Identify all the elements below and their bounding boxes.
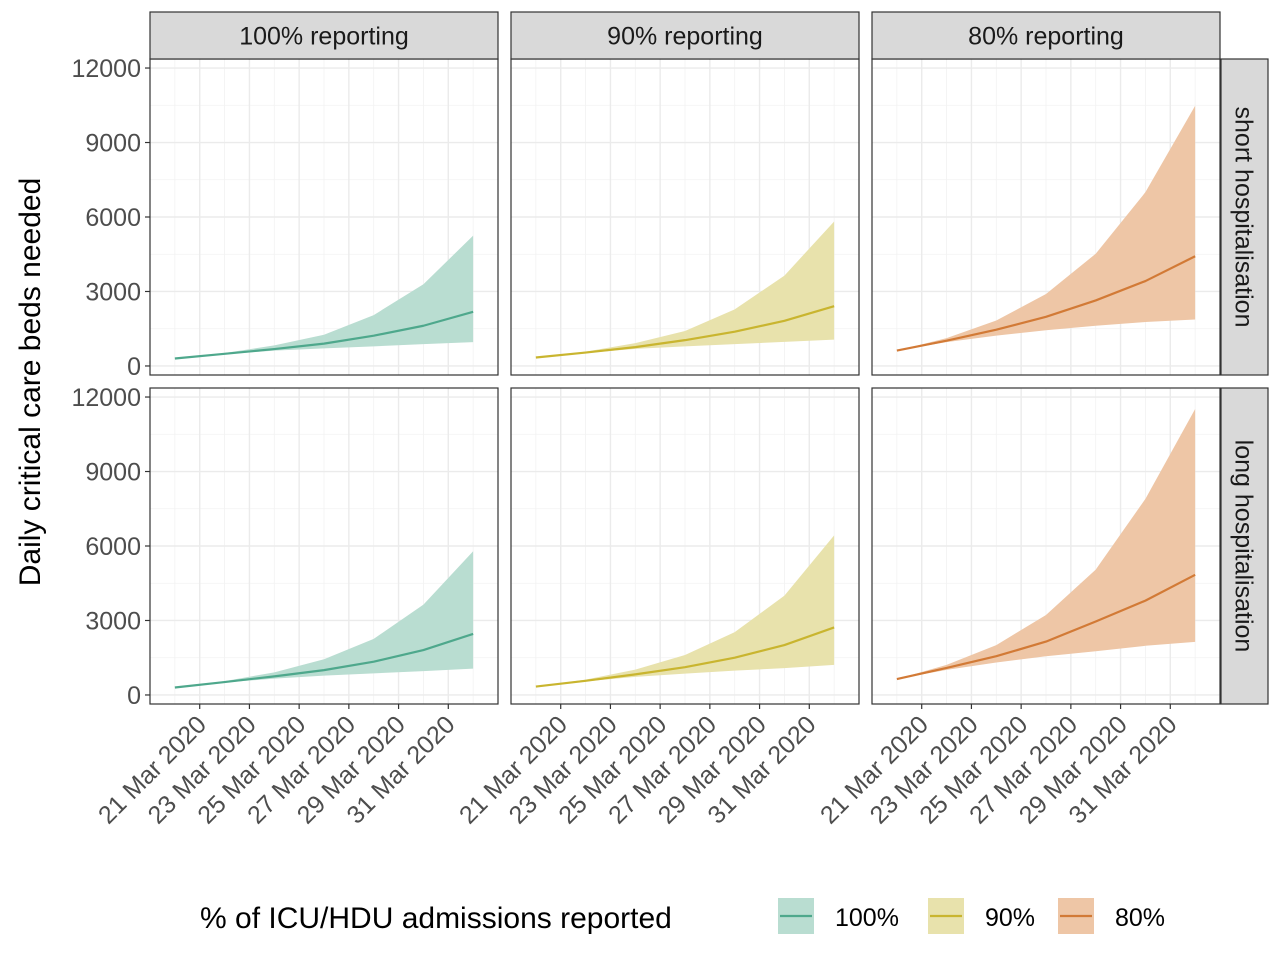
- y-tick-label: 6000: [85, 533, 141, 561]
- panel-long-hospitalisation-80pct-reporting: [871, 387, 1221, 705]
- ribbon-100pct: [174, 551, 474, 688]
- median-line-100pct: [174, 310, 474, 360]
- y-tick-label: 9000: [85, 459, 141, 487]
- panels-layer: [149, 58, 1221, 705]
- y-axis-short-hospitalisation: 0 3000 6000 9000 12000: [71, 55, 150, 381]
- legend-title: % of ICU/HDU admissions reported: [200, 902, 672, 935]
- ribbon-90pct: [535, 535, 835, 687]
- y-tick-label: 12000: [71, 384, 141, 412]
- y-tick-label: 9000: [85, 130, 141, 158]
- facet-strip-bg: [871, 11, 1221, 60]
- facet-strip-100pct-reporting: 100% reporting: [149, 11, 499, 60]
- panel-long-hospitalisation-90pct-reporting: [510, 387, 860, 705]
- panel-short-hospitalisation-80pct-reporting: [871, 58, 1221, 376]
- ribbon-80pct: [896, 105, 1196, 351]
- legend-entry-100pct: 100%: [778, 898, 899, 934]
- facet-column-label: 90% reporting: [607, 23, 763, 51]
- median-line-100pct: [174, 632, 474, 689]
- legend-entry-80pct: 80%: [1058, 898, 1165, 934]
- panel-short-hospitalisation-100pct-reporting: [149, 58, 499, 376]
- y-tick-label: 6000: [85, 204, 141, 232]
- median-line-80pct: [896, 573, 1196, 681]
- facet-column-label: 100% reporting: [239, 23, 409, 51]
- facet-column-label: 80% reporting: [968, 23, 1124, 51]
- panel-border: [871, 387, 1221, 705]
- y-tick-label: 12000: [71, 55, 141, 83]
- panel-long-hospitalisation-100pct-reporting: [149, 387, 499, 705]
- panel-border: [510, 387, 860, 705]
- legend-entry-90pct: 90%: [928, 898, 1035, 934]
- facet-strip-bg: [1220, 387, 1269, 705]
- facet-row-label: short hospitalisation: [1230, 107, 1258, 328]
- y-tick-label: 0: [127, 682, 141, 710]
- y-axis-long-hospitalisation: 0 3000 6000 9000 12000: [71, 384, 150, 710]
- legend-label: 90%: [985, 904, 1035, 932]
- y-tick-label: 0: [127, 353, 141, 381]
- facet-strip-short-hospitalisation: short hospitalisation: [1220, 58, 1269, 376]
- legend: % of ICU/HDU admissions reported 100% 90% 8…: [200, 898, 1165, 935]
- major-gridlines: [150, 388, 498, 704]
- facet-strip-bg: [510, 11, 860, 60]
- ribbon-90pct: [535, 221, 835, 358]
- y-tick-label: 3000: [85, 607, 141, 635]
- facet-strip-bg: [1220, 58, 1269, 376]
- y-tick-label: 3000: [85, 278, 141, 306]
- panel-short-hospitalisation-90pct-reporting: [510, 58, 860, 376]
- median-line-80pct: [896, 255, 1196, 352]
- facet-strip-90pct-reporting: 90% reporting: [510, 11, 860, 60]
- facet-row-label: long hospitalisation: [1230, 440, 1258, 653]
- median-line-90pct: [535, 305, 835, 359]
- facet-strip-long-hospitalisation: long hospitalisation: [1220, 387, 1269, 705]
- facet-strip-80pct-reporting: 80% reporting: [871, 11, 1221, 60]
- legend-label: 80%: [1115, 904, 1165, 932]
- y-axis-title: Daily critical care beds needed: [14, 178, 47, 587]
- ribbon-100pct: [174, 235, 474, 359]
- facet-strip-bg: [149, 11, 499, 60]
- median-line-90pct: [535, 626, 835, 688]
- legend-label: 100%: [835, 904, 899, 932]
